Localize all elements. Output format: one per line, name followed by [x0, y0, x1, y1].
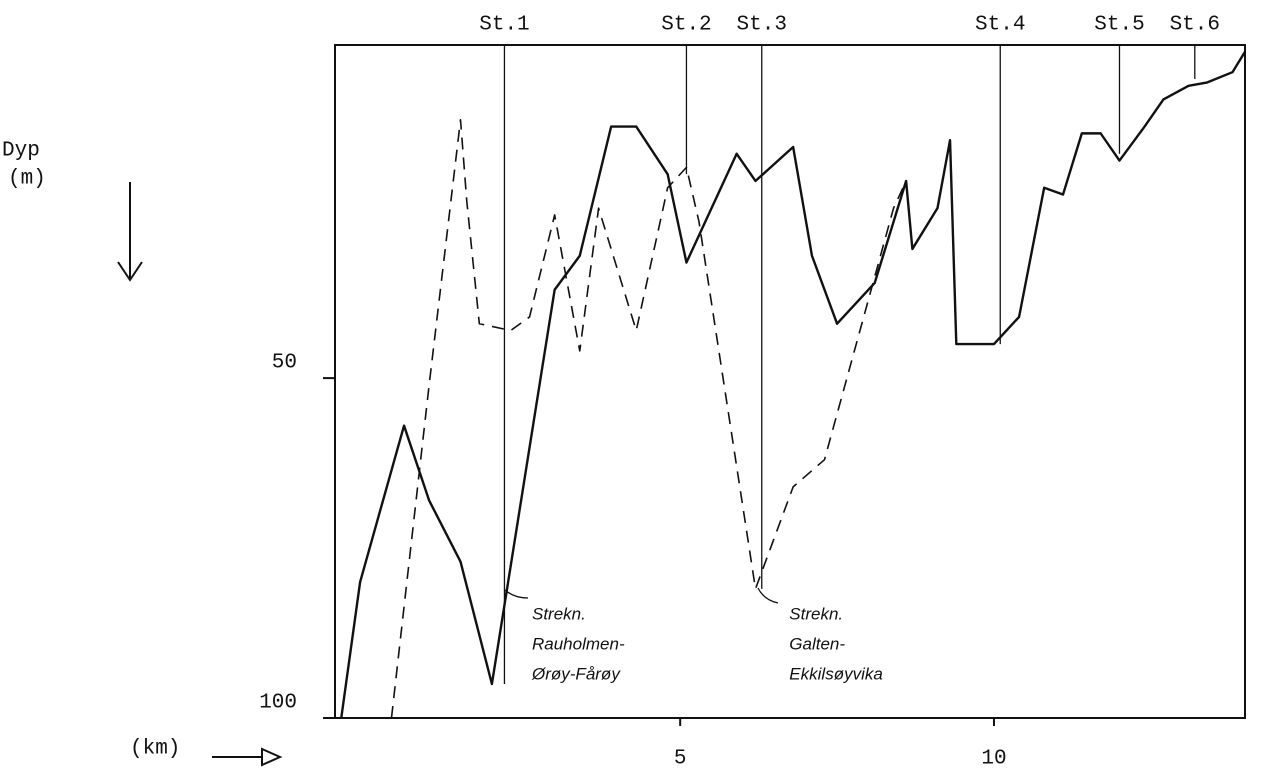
station-label: St.6	[1170, 14, 1220, 37]
y-tick-label: 100	[259, 692, 297, 715]
annotation: Ørøy-Fårøy	[531, 665, 621, 684]
y-axis-label: Dyp	[2, 140, 40, 163]
station-label: St.3	[737, 14, 787, 37]
station-label: St.2	[661, 14, 711, 37]
annotation: Rauholmen-	[532, 635, 625, 654]
annotation: Strekn.	[532, 605, 586, 624]
leaders	[504, 587, 779, 604]
annotation: Galten-	[789, 635, 845, 654]
y-tick-label: 50	[272, 352, 297, 375]
depth-line	[390, 118, 907, 719]
plot-frame	[334, 44, 1246, 719]
x-tick-label: 10	[981, 748, 1006, 771]
x-axis-label: (km)	[130, 738, 180, 761]
station-label: St.4	[975, 14, 1025, 37]
y-arrow	[117, 182, 143, 282]
depth-line	[340, 51, 1247, 719]
x-tick-label: 5	[674, 748, 687, 771]
station-label: St.5	[1094, 14, 1144, 37]
station-label: St.1	[479, 14, 529, 37]
y-axis-label: (m)	[8, 168, 46, 191]
x-arrow	[212, 747, 283, 767]
annotation: Strekn.	[789, 605, 843, 624]
annotation: Ekkilsøyvika	[789, 665, 883, 684]
